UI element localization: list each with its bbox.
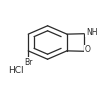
- Text: HCl: HCl: [8, 66, 24, 75]
- Text: O: O: [84, 45, 90, 54]
- Text: NH: NH: [85, 28, 97, 37]
- Text: Br: Br: [24, 58, 32, 67]
